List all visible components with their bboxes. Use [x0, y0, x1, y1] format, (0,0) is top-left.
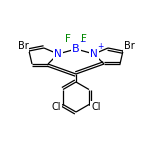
Text: Br: Br [18, 41, 28, 51]
Text: F: F [65, 34, 71, 44]
Text: B: B [72, 44, 80, 54]
Text: N: N [54, 49, 62, 59]
Text: +: + [97, 42, 103, 51]
Text: −: − [79, 37, 85, 46]
Text: Br: Br [124, 41, 134, 51]
Text: N: N [90, 49, 98, 59]
Text: Cl: Cl [51, 102, 61, 112]
Text: F: F [81, 34, 87, 44]
Text: Cl: Cl [91, 102, 101, 112]
